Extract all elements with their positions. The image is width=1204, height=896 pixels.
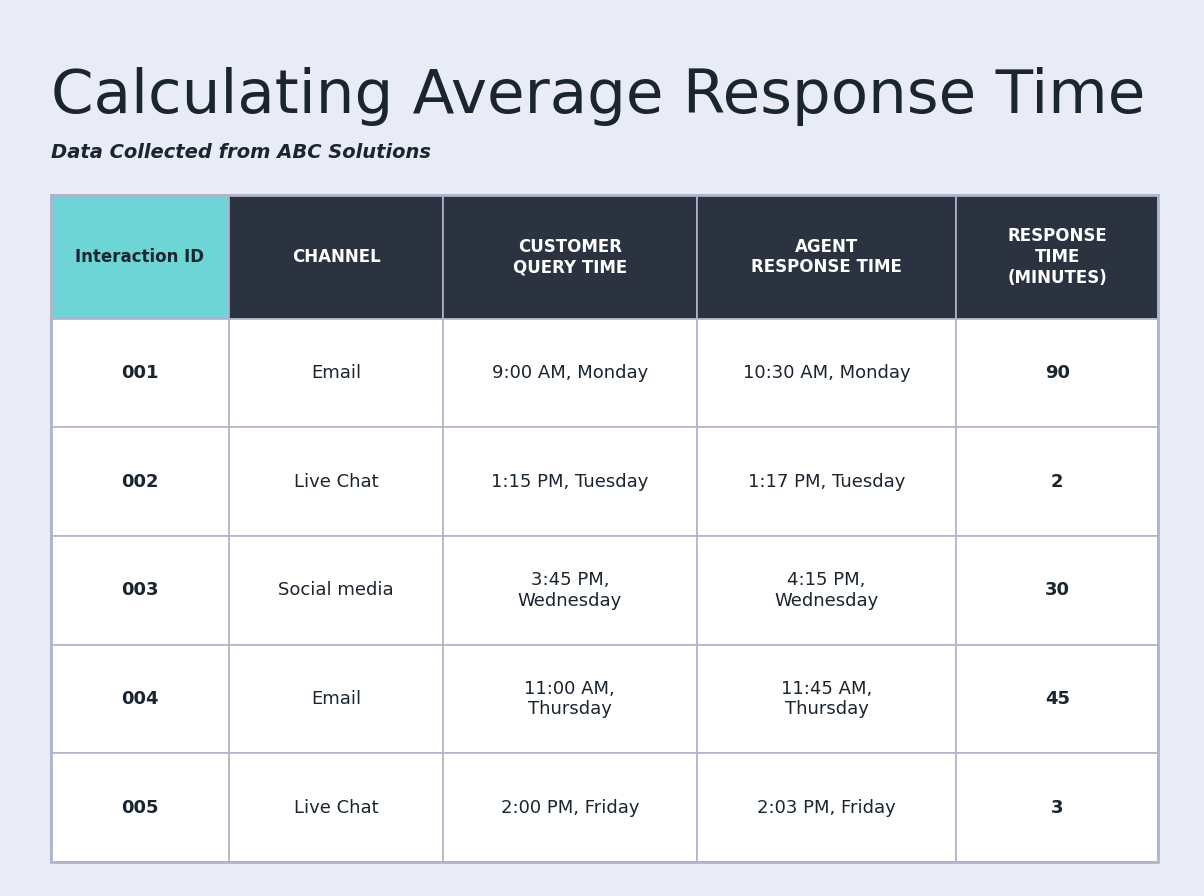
Text: 9:00 AM, Monday: 9:00 AM, Monday [491,364,648,382]
Text: 1:15 PM, Tuesday: 1:15 PM, Tuesday [491,473,649,491]
Text: 45: 45 [1045,690,1070,708]
Text: Live Chat: Live Chat [294,473,378,491]
Text: AGENT
RESPONSE TIME: AGENT RESPONSE TIME [751,237,902,276]
Text: Email: Email [311,364,361,382]
Text: 3: 3 [1051,798,1063,816]
Text: 003: 003 [122,582,159,599]
Text: 002: 002 [122,473,159,491]
Text: 30: 30 [1045,582,1070,599]
Text: 11:00 AM,
Thursday: 11:00 AM, Thursday [525,679,615,719]
Text: Social media: Social media [278,582,394,599]
Text: Interaction ID: Interaction ID [76,248,205,266]
Text: 11:45 AM,
Thursday: 11:45 AM, Thursday [781,679,872,719]
Text: Email: Email [311,690,361,708]
Text: 1:17 PM, Tuesday: 1:17 PM, Tuesday [748,473,905,491]
Text: Live Chat: Live Chat [294,798,378,816]
Text: Calculating Average Response Time: Calculating Average Response Time [51,67,1145,126]
Text: 4:15 PM,
Wednesday: 4:15 PM, Wednesday [774,571,879,609]
Text: RESPONSE
TIME
(MINUTES): RESPONSE TIME (MINUTES) [1008,228,1108,287]
Text: 2:00 PM, Friday: 2:00 PM, Friday [501,798,639,816]
Text: 004: 004 [122,690,159,708]
Text: CUSTOMER
QUERY TIME: CUSTOMER QUERY TIME [513,237,627,276]
Text: CHANNEL: CHANNEL [291,248,380,266]
Text: Data Collected from ABC Solutions: Data Collected from ABC Solutions [51,143,431,162]
Text: 3:45 PM,
Wednesday: 3:45 PM, Wednesday [518,571,622,609]
Text: 90: 90 [1045,364,1070,382]
Text: 2: 2 [1051,473,1063,491]
Text: 005: 005 [122,798,159,816]
Text: 001: 001 [122,364,159,382]
Text: 2:03 PM, Friday: 2:03 PM, Friday [757,798,896,816]
Text: 10:30 AM, Monday: 10:30 AM, Monday [743,364,910,382]
